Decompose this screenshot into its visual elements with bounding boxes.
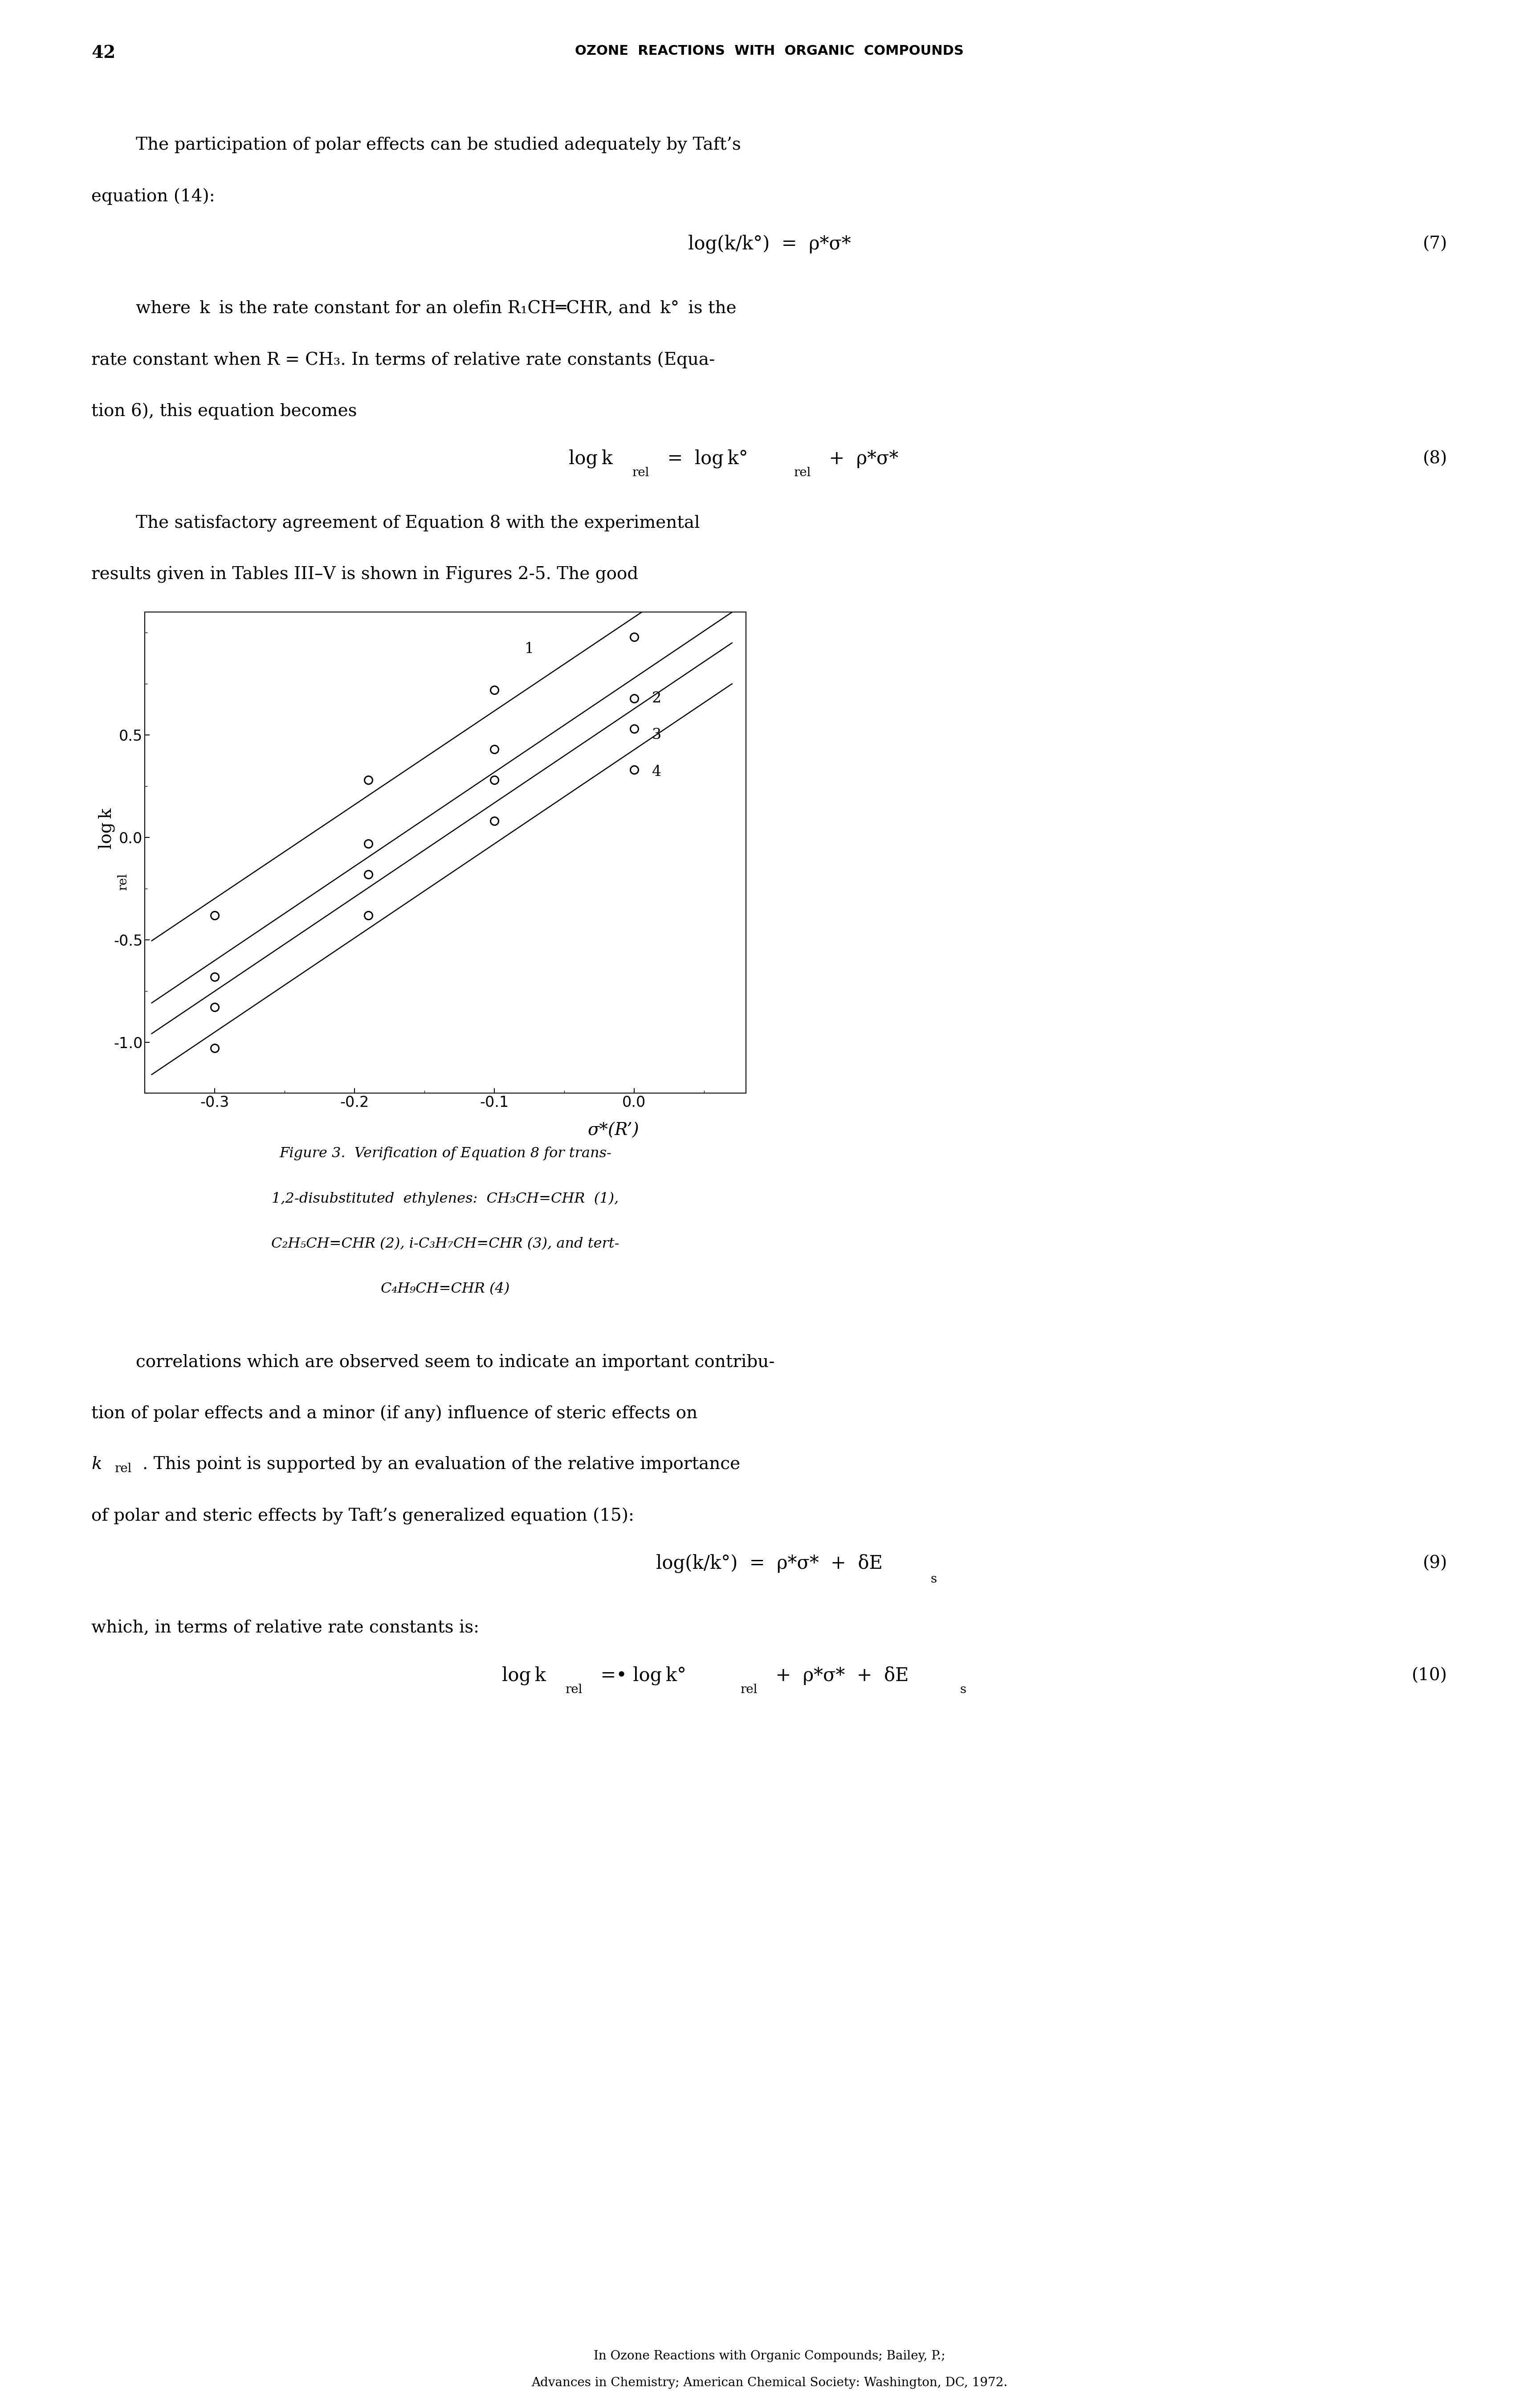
Text: =• log k°: =• log k° — [588, 1666, 686, 1686]
Text: Figure 3.  Verification of Equation 8 for trans-: Figure 3. Verification of Equation 8 for… — [280, 1146, 611, 1161]
Text: rel: rel — [741, 1683, 758, 1695]
Text: The satisfactory agreement of Equation 8 with the experimental: The satisfactory agreement of Equation 8… — [136, 515, 700, 532]
Text: +  ρ*σ*  +  δE: + ρ*σ* + δE — [764, 1666, 909, 1686]
Text: log k: log k — [568, 450, 613, 467]
Text: 1: 1 — [524, 643, 533, 657]
Text: 1,2-disubstituted  ethylenes:  CH₃CH=CHR  (1),: 1,2-disubstituted ethylenes: CH₃CH=CHR (… — [272, 1192, 619, 1206]
Text: =  log k°: = log k° — [656, 450, 749, 467]
Text: correlations which are observed seem to indicate an important contribu-: correlations which are observed seem to … — [136, 1353, 775, 1370]
Text: log k: log k — [503, 1666, 545, 1686]
Text: k: k — [92, 1457, 102, 1474]
Text: rate constant when R = CH₃. In terms of relative rate constants (Equa-: rate constant when R = CH₃. In terms of … — [92, 352, 715, 368]
Text: tion of polar effects and a minor (if any) influence of steric effects on: tion of polar effects and a minor (if an… — [92, 1404, 697, 1423]
Text: equation (14):: equation (14): — [92, 188, 215, 205]
Text: rel: rel — [633, 467, 649, 479]
Text: rel: rel — [118, 874, 130, 891]
Text: log k: log k — [98, 809, 115, 850]
Text: The participation of polar effects can be studied adequately by Taft’s: The participation of polar effects can b… — [136, 137, 741, 154]
Text: (8): (8) — [1423, 450, 1447, 467]
Text: tion 6), this equation becomes: tion 6), this equation becomes — [92, 402, 358, 419]
Text: log(k/k°)  =  ρ*σ*: log(k/k°) = ρ*σ* — [688, 234, 851, 253]
Text: which, in terms of relative rate constants is:: which, in terms of relative rate constan… — [92, 1621, 480, 1635]
Text: (10): (10) — [1412, 1666, 1447, 1683]
Text: 42: 42 — [92, 43, 116, 63]
Text: 3: 3 — [652, 727, 662, 742]
Text: 2: 2 — [652, 691, 662, 706]
Text: (7): (7) — [1423, 236, 1447, 253]
Text: rel: rel — [795, 467, 811, 479]
Text: results given in Tables III–V is shown in Figures 2-5. The good: results given in Tables III–V is shown i… — [92, 566, 639, 583]
Text: C₄H₉CH=CHR (4): C₄H₉CH=CHR (4) — [380, 1281, 510, 1296]
Text: . This point is supported by an evaluation of the relative importance: . This point is supported by an evaluati… — [142, 1457, 740, 1474]
Text: log(k/k°)  =  ρ*σ*  +  δE: log(k/k°) = ρ*σ* + δE — [656, 1553, 883, 1572]
Text: rel: rel — [565, 1683, 582, 1695]
Text: of polar and steric effects by Taft’s generalized equation (15):: of polar and steric effects by Taft’s ge… — [92, 1507, 634, 1524]
Text: C₂H₅CH=CHR (2), i-C₃H₇CH=CHR (3), and tert-: C₂H₅CH=CHR (2), i-C₃H₇CH=CHR (3), and te… — [272, 1238, 619, 1250]
Text: σ*(R’): σ*(R’) — [588, 1122, 640, 1139]
Text: (9): (9) — [1423, 1556, 1447, 1572]
Text: where  k  is the rate constant for an olefin R₁CH═CHR, and  k°  is the: where k is the rate constant for an olef… — [136, 301, 736, 318]
Text: In Ozone Reactions with Organic Compounds; Bailey, P.;: In Ozone Reactions with Organic Compound… — [593, 2350, 946, 2362]
Text: OZONE  REACTIONS  WITH  ORGANIC  COMPOUNDS: OZONE REACTIONS WITH ORGANIC COMPOUNDS — [575, 43, 964, 58]
Text: Advances in Chemistry; American Chemical Society: Washington, DC, 1972.: Advances in Chemistry; American Chemical… — [532, 2377, 1007, 2389]
Text: rel: rel — [115, 1462, 131, 1474]
Text: s: s — [960, 1683, 966, 1695]
Text: +  ρ*σ*: + ρ*σ* — [817, 450, 898, 467]
Text: s: s — [931, 1572, 937, 1584]
Text: 4: 4 — [652, 766, 662, 780]
